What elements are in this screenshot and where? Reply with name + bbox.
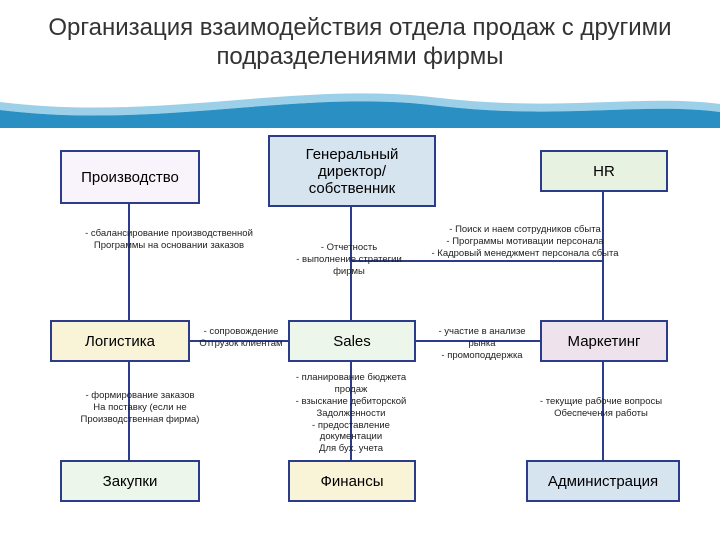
node-finance: Финансы [288, 460, 416, 502]
node-sales: Sales [288, 320, 416, 362]
node-production: Производство [60, 150, 200, 204]
org-diagram: - сбалансирование производственной Прогр… [0, 0, 720, 540]
node-purchasing: Закупки [60, 460, 200, 502]
annot-hr-sales: - Поиск и наем сотрудников сбыта - Прогр… [420, 224, 630, 260]
annot-sales-marketing: - участие в анализе рынка - промоподдерж… [424, 326, 540, 362]
node-logistics: Логистика [50, 320, 190, 362]
node-hr: HR [540, 150, 668, 192]
annot-prod-logistics: - сбалансирование производственной Прогр… [84, 228, 254, 252]
annot-ceo-sales: - Отчетность - выполнение стратегии фирм… [284, 230, 414, 278]
annot-sales-finance: - планирование бюджета продаж - взыскани… [276, 372, 426, 455]
annot-marketing-admin: - текущие рабочие вопросы Обеспечения ра… [526, 396, 676, 420]
connector [128, 204, 130, 320]
node-marketing: Маркетинг [540, 320, 668, 362]
annot-log-sales: - сопровождение Отгрузок клиентам [196, 326, 286, 350]
node-ceo: Генеральный директор/ собственник [268, 135, 436, 207]
node-admin: Администрация [526, 460, 680, 502]
annot-log-purchasing: - формирование заказов На поставку (если… [70, 390, 210, 426]
